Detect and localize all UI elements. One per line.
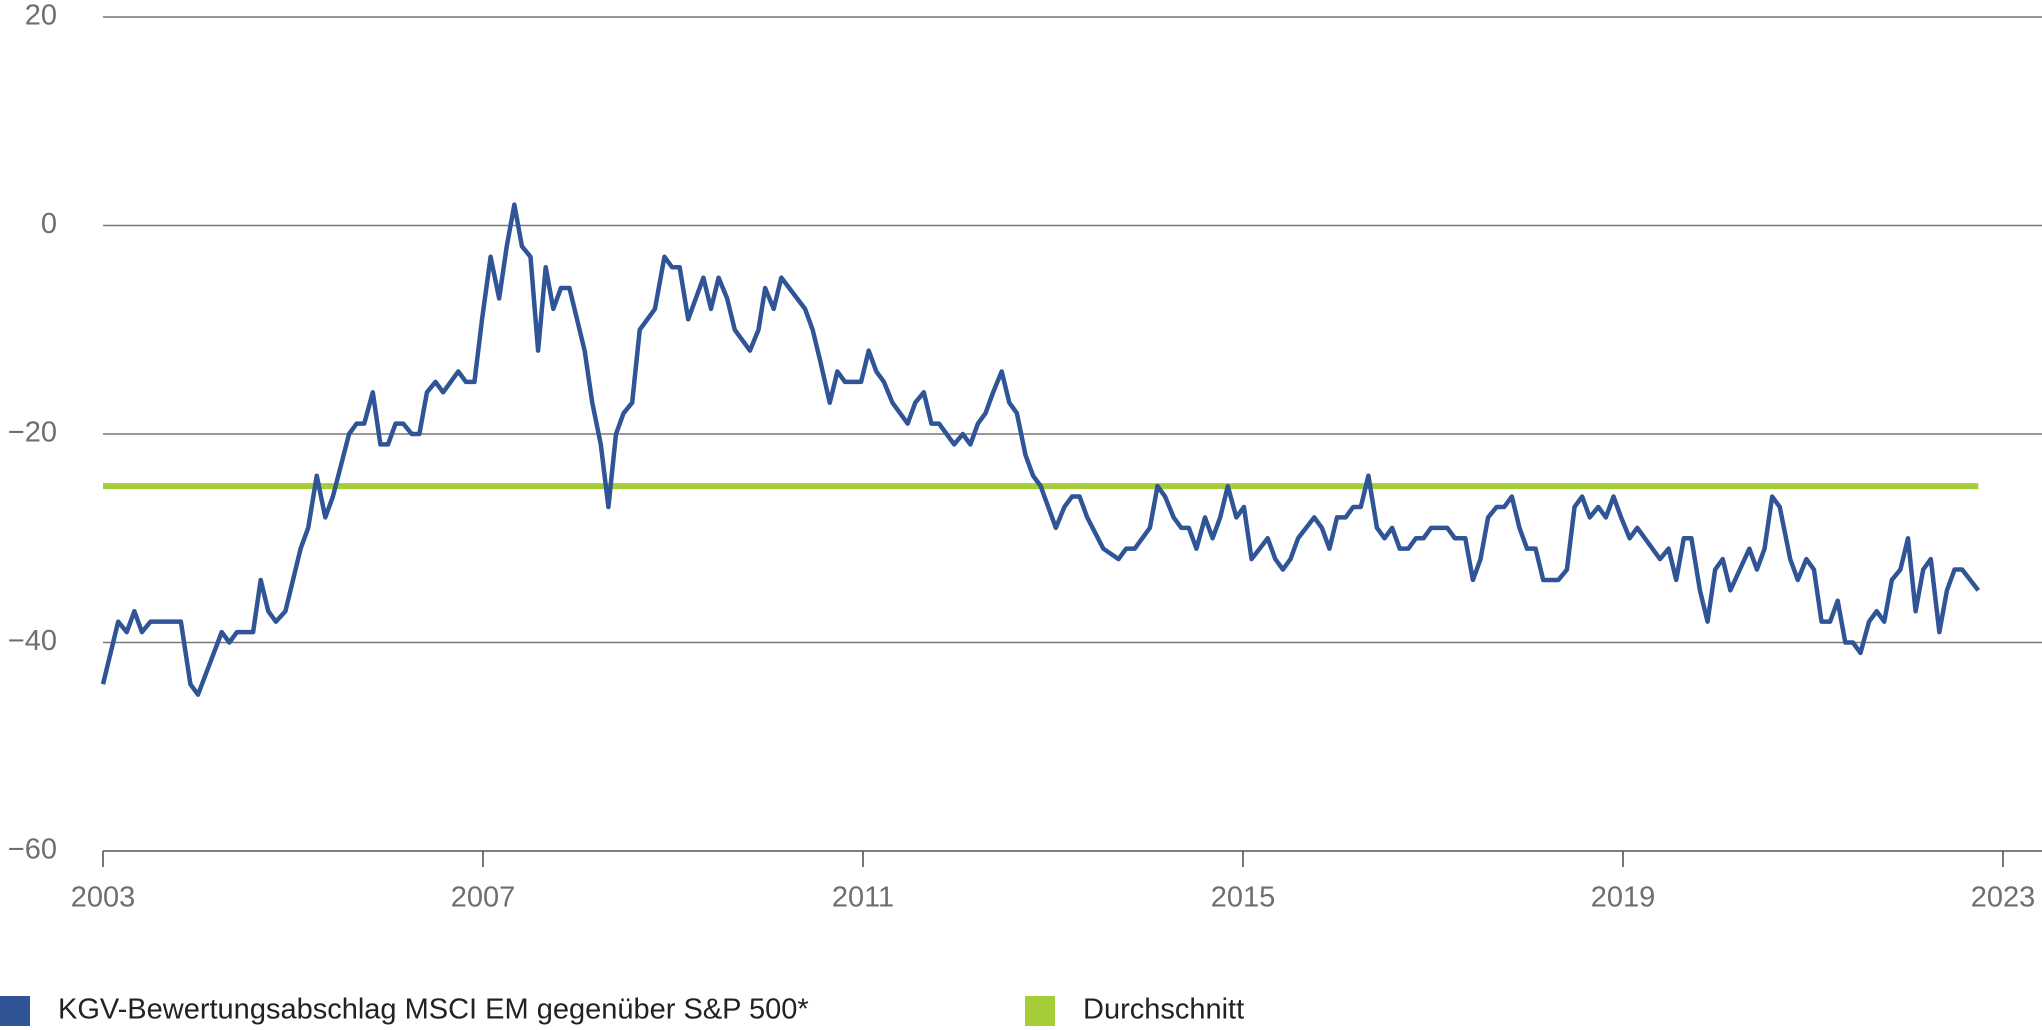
x-tick-label: 2003	[71, 882, 136, 914]
y-tick-label: −60	[8, 834, 57, 866]
x-tick-label: 2019	[1591, 882, 1656, 914]
legend-label: Durchschnitt	[1083, 994, 1244, 1026]
legend-label: KGV-Bewertungsabschlag MSCI EM gegenüber…	[58, 994, 809, 1026]
y-tick-label: −20	[8, 417, 57, 449]
y-tick-label: 20	[25, 0, 57, 32]
legend-swatch	[0, 996, 30, 1026]
legend: KGV-Bewertungsabschlag MSCI EM gegenüber…	[0, 994, 1244, 1026]
x-tick-label: 2007	[451, 882, 516, 914]
x-tick-label: 2011	[832, 882, 894, 914]
x-tick-label: 2023	[1971, 882, 2036, 914]
x-tick-label: 2015	[1211, 882, 1276, 914]
legend-swatch	[1025, 996, 1055, 1026]
line	[100, 202, 1981, 697]
y-tick-label: 0	[41, 208, 57, 240]
y-tick-label: −40	[8, 625, 57, 657]
